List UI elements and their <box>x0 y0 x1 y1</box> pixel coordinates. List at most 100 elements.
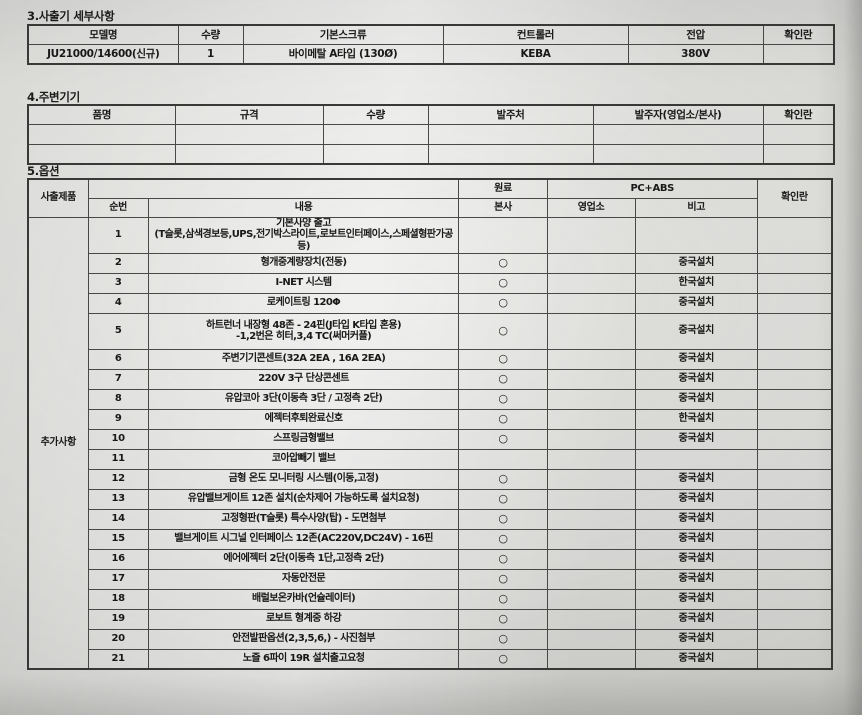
cell-branch <box>546 448 636 470</box>
cell-qty: 1 <box>177 43 244 65</box>
cell-content-line1: 기본사양 출고 <box>276 217 331 229</box>
cell-no: 14 <box>87 508 149 530</box>
cell-content: 노즐 6파이 19R 설치출고요청 <box>147 648 460 670</box>
cell-branch <box>546 628 636 650</box>
cell-content: 형개중계량장치(전동) <box>147 252 460 274</box>
table-row: 17 자동안전문 ○ 중국설치 <box>28 568 833 590</box>
cell-check <box>756 368 833 390</box>
cell-no: 17 <box>87 568 149 590</box>
cell-remark: 중국설치 <box>634 368 758 390</box>
cell-qty <box>322 123 429 145</box>
col-header-product: 사출제품 <box>27 178 89 218</box>
cell-qty <box>322 143 429 165</box>
cell-controller: KEBA <box>442 43 629 65</box>
col-header-remark: 비고 <box>634 197 758 218</box>
table-row: 5 하트런너 내장형 48존 - 24핀(J타입 K타입 혼용) -1,2번은 … <box>28 312 833 350</box>
col-header-no: 순번 <box>87 197 149 218</box>
cell-honsa: ○ <box>458 488 548 510</box>
cell-content-line2: (T슬롯,삼색경보등,UPS,전기박스라이트,로보트인터페이스,스페셜형판가공 … <box>154 229 453 253</box>
cell-content: 유압코아 3단(이동측 3단 / 고정측 2단) <box>147 388 460 410</box>
col-header-honsa: 본사 <box>458 197 548 218</box>
table-row: 2 형개중계량장치(전동) ○ 중국설치 <box>28 252 833 274</box>
table-row: 13 유압밸브게이트 12존 설치(순차제어 가능하도록 설치요청) ○ 중국설… <box>28 488 833 510</box>
cell-remark: 중국설치 <box>634 528 758 550</box>
cell-check <box>756 548 833 570</box>
cell-check <box>756 508 833 530</box>
cell-content: I-NET 시스템 <box>147 272 460 294</box>
section-3-title: 3.사출기 세부사항 <box>27 9 115 23</box>
cell-check <box>756 348 833 370</box>
cell-no: 5 <box>87 312 149 350</box>
cell-check <box>762 43 835 65</box>
cell-content: 코아압빼기 밸브 <box>147 448 460 470</box>
table-row: 16 에어에젝터 2단(이동측 1단,고정측 2단) ○ 중국설치 <box>28 548 833 570</box>
cell-no: 10 <box>87 428 149 450</box>
cell-voltage: 380V <box>627 43 764 65</box>
cell-check <box>756 648 833 670</box>
table-row: 20 안전발판옵션(2,3,5,6,) - 사진첨부 ○ 중국설치 <box>28 628 833 650</box>
cell-remark: 중국설치 <box>634 488 758 510</box>
cell-branch <box>546 468 636 490</box>
cell-honsa: ○ <box>458 368 548 390</box>
cell-honsa: ○ <box>458 388 548 410</box>
cell-content: 에젝터후퇴완료신호 <box>147 408 460 430</box>
cell-content: 로보트 형계중 하강 <box>147 608 460 630</box>
cell-check <box>756 568 833 590</box>
table-row: 19 로보트 형계중 하강 ○ 중국설치 <box>28 608 833 630</box>
cell-remark <box>634 448 758 470</box>
cell-branch <box>546 272 636 294</box>
cell-honsa: ○ <box>458 272 548 294</box>
table-row: 3 I-NET 시스템 ○ 한국설치 <box>28 272 833 294</box>
cell-no: 3 <box>87 272 149 294</box>
table-row: 21 노즐 6파이 19R 설치출고요청 ○ 중국설치 <box>28 648 833 670</box>
cell-branch <box>546 648 636 670</box>
table-header-row: 모델명 수량 기본스크류 컨트롤러 전압 확인란 <box>27 24 835 45</box>
cell-remark: 중국설치 <box>634 252 758 274</box>
cell-content: 고정형판(T슬롯) 특수사양(탑) - 도면첨부 <box>147 508 460 530</box>
cell-remark: 중국설치 <box>634 388 758 410</box>
table-header-row-top: 사출제품 원료 PC+ABS 확인란 <box>27 178 833 218</box>
cell-check <box>756 468 833 490</box>
cell-branch <box>546 548 636 570</box>
cell-spec <box>174 123 324 145</box>
table-row: 6 주변기기콘센트(32A 2EA , 16A 2EA) ○ 중국설치 <box>28 348 833 370</box>
cell-branch <box>546 568 636 590</box>
cell-honsa: ○ <box>458 628 548 650</box>
cell-no: 1 <box>87 216 149 254</box>
cell-honsa: ○ <box>458 608 548 630</box>
cell-content: 자동안전문 <box>147 568 460 590</box>
table-row: 15 밸브게이트 시그널 인터페이스 12존(AC220V,DC24V) - 1… <box>28 528 833 550</box>
cell-orderer <box>592 143 764 165</box>
cell-check <box>762 143 835 165</box>
cell-remark: 중국설치 <box>634 428 758 450</box>
cell-remark: 중국설치 <box>634 548 758 570</box>
cell-remark: 중국설치 <box>634 648 758 670</box>
cell-no: 7 <box>87 368 149 390</box>
col-header-check: 확인란 <box>762 24 835 45</box>
cell-content: 밸브게이트 시그널 인터페이스 12존(AC220V,DC24V) - 16핀 <box>147 528 460 550</box>
col-header-voltage: 전압 <box>627 24 764 45</box>
cell-content: 기본사양 출고 (T슬롯,삼색경보등,UPS,전기박스라이트,로보트인터페이스,… <box>147 216 460 254</box>
table-row: 18 배럴보온카바(언슐레이터) ○ 중국설치 <box>28 588 833 610</box>
cell-no: 15 <box>87 528 149 550</box>
cell-content: 스프링금형밸브 <box>147 428 460 450</box>
table-row <box>27 123 835 145</box>
cell-content: 에어에젝터 2단(이동측 1단,고정측 2단) <box>147 548 460 570</box>
cell-content: 하트런너 내장형 48존 - 24핀(J타입 K타입 혼용) -1,2번은 히터… <box>147 312 460 350</box>
cell-honsa: ○ <box>458 348 548 370</box>
table-row: JU21000/14600(신규) 1 바이메탈 A타입 (130Ø) KEBA… <box>27 43 835 65</box>
cell-no: 8 <box>87 388 149 410</box>
cell-honsa: ○ <box>458 548 548 570</box>
cell-item-name <box>27 123 176 145</box>
cell-check <box>756 588 833 610</box>
cell-screw: 바이메탈 A타입 (130Ø) <box>242 43 444 65</box>
cell-branch <box>546 292 636 314</box>
cell-content: 배럴보온카바(언슐레이터) <box>147 588 460 610</box>
cell-branch <box>546 312 636 350</box>
cell-no: 2 <box>87 252 149 274</box>
cell-branch <box>546 488 636 510</box>
cell-remark: 중국설치 <box>634 608 758 630</box>
cell-branch <box>546 408 636 430</box>
